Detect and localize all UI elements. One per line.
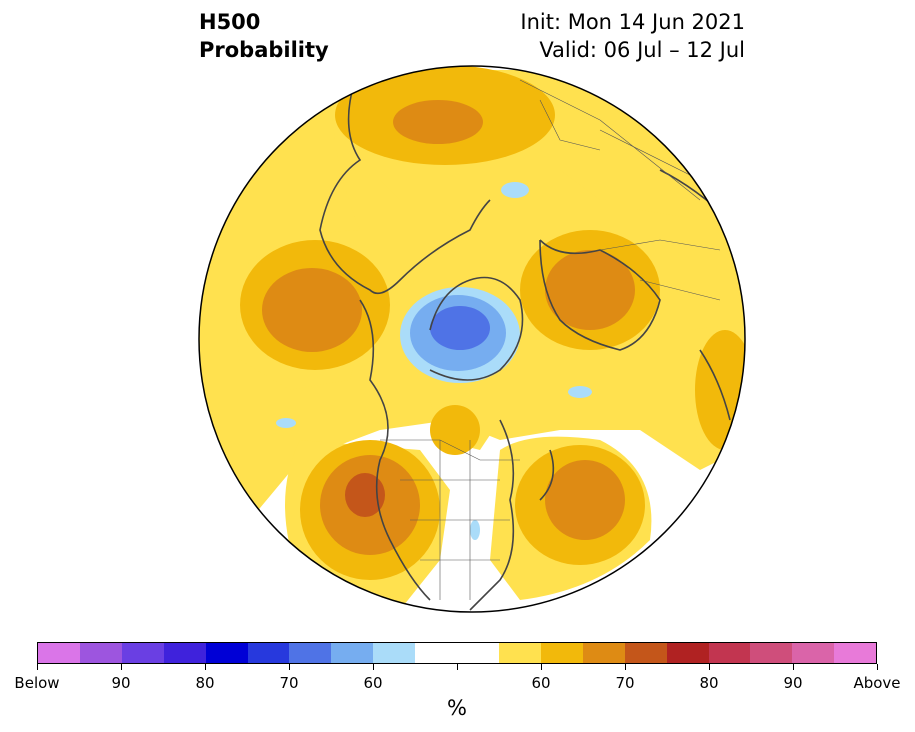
colorbar xyxy=(37,642,877,664)
colorbar-segment xyxy=(624,643,667,663)
colorbar-segment xyxy=(373,643,416,663)
colorbar-segment xyxy=(121,643,164,663)
map-disk xyxy=(199,66,745,612)
colorbar-segment xyxy=(750,643,793,663)
colorbar-segment xyxy=(331,643,374,663)
colorbar-tick xyxy=(792,664,794,670)
title-right: Init: Mon 14 Jun 2021 Valid: 06 Jul – 12… xyxy=(520,8,745,64)
colorbar-tick xyxy=(540,664,542,670)
colorbar-segment xyxy=(498,643,541,663)
colorbar-tick xyxy=(876,664,878,670)
colorbar-segment xyxy=(38,643,80,663)
colorbar-tick-label: Below xyxy=(14,674,60,692)
polar-map xyxy=(198,65,746,613)
colorbar-segment xyxy=(415,643,458,663)
colorbar-segment xyxy=(163,643,206,663)
colorbar-tick-label: 70 xyxy=(615,674,635,692)
colorbar-tick-label: 80 xyxy=(699,674,719,692)
colorbar-segment xyxy=(289,643,332,663)
above-65-band xyxy=(262,100,635,555)
colorbar-segment xyxy=(457,643,499,663)
colorbar-segment xyxy=(540,643,583,663)
init-date: Init: Mon 14 Jun 2021 xyxy=(520,10,745,34)
colorbar-tick-label: 90 xyxy=(111,674,131,692)
colorbar-tick-label: Above xyxy=(853,674,901,692)
colorbar-tick-label: 80 xyxy=(195,674,215,692)
colorbar-tick-label: 60 xyxy=(531,674,551,692)
colorbar-segment xyxy=(666,643,709,663)
colorbar-tick xyxy=(456,664,458,670)
colorbar-segment xyxy=(205,643,248,663)
variable-title: H500 xyxy=(199,10,261,34)
coastlines xyxy=(319,79,741,611)
borders xyxy=(380,79,721,600)
colorbar-tick xyxy=(204,664,206,670)
above-70-band xyxy=(345,473,385,517)
below-band xyxy=(276,182,592,540)
colorbar-segment xyxy=(792,643,835,663)
colorbar-tick-label: 60 xyxy=(363,674,383,692)
colorbar-tick xyxy=(120,664,122,670)
colorbar-segment xyxy=(247,643,290,663)
colorbar-tick-label: 90 xyxy=(783,674,803,692)
product-title: Probability xyxy=(199,38,329,62)
title-left: H500 Probability xyxy=(199,8,329,64)
colorbar-segment xyxy=(582,643,625,663)
colorbar-ticks xyxy=(36,664,878,672)
colorbar-segment xyxy=(708,643,751,663)
colorbar-segment xyxy=(834,643,877,663)
valid-dates: Valid: 06 Jul – 12 Jul xyxy=(539,38,745,62)
colorbar-tick xyxy=(36,664,38,670)
map-boundary xyxy=(198,65,746,613)
colorbar-tick xyxy=(288,664,290,670)
colorbar-unit: % xyxy=(447,696,467,720)
colorbar-segment xyxy=(79,643,122,663)
colorbar-tick xyxy=(708,664,710,670)
colorbar-tick xyxy=(624,664,626,670)
colorbar-tick-label: 70 xyxy=(279,674,299,692)
colorbar-tick xyxy=(372,664,374,670)
